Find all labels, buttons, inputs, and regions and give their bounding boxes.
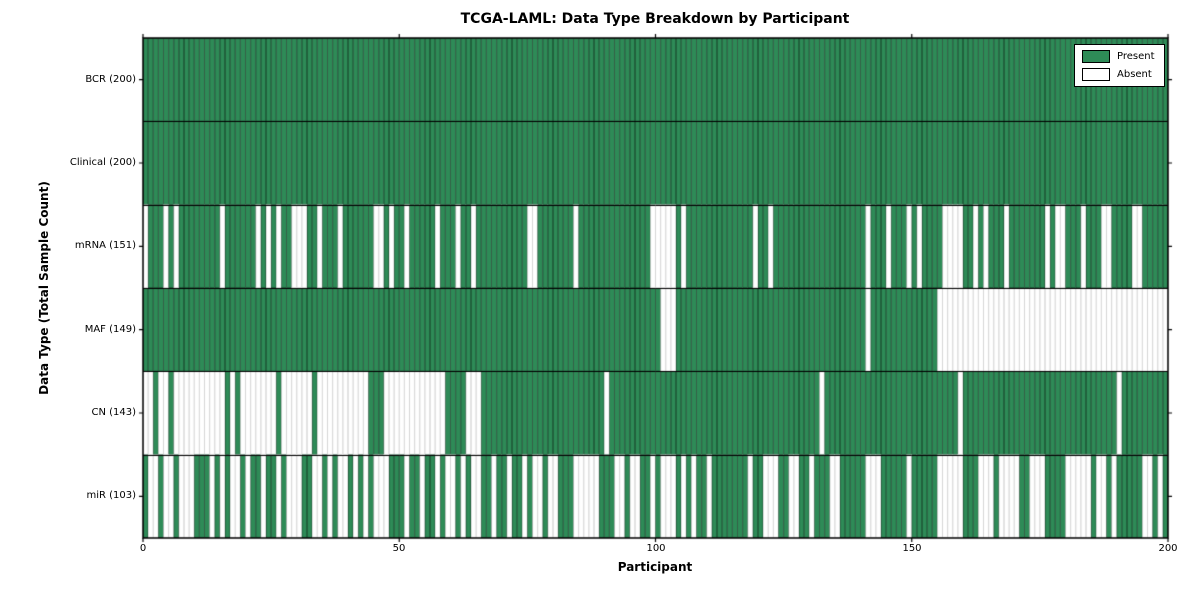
- x-axis-title: Participant: [617, 560, 693, 574]
- y-tick-label-mrna: mRNA (151): [74, 240, 136, 251]
- legend-entry-present: Present: [1082, 50, 1155, 63]
- present-swatch-icon: [1082, 50, 1110, 63]
- x-tick-label-200: 200: [1158, 543, 1178, 554]
- x-tick-label-150: 150: [902, 543, 922, 554]
- y-tick-label-maf: MAF (149): [84, 324, 136, 335]
- y-tick-label-clinical: Clinical (200): [69, 157, 136, 168]
- absent-swatch-icon: [1082, 68, 1110, 81]
- y-axis-title: Data Type (Total Sample Count): [37, 181, 51, 395]
- legend: Present Absent: [1074, 44, 1165, 87]
- y-tick-label-bcr: BCR (200): [85, 74, 136, 85]
- chart-title: TCGA-LAML: Data Type Breakdown by Partic…: [460, 11, 850, 27]
- x-tick-label-0: 0: [139, 543, 147, 554]
- x-tick-label-50: 50: [392, 543, 406, 554]
- legend-label-absent: Absent: [1117, 69, 1152, 80]
- y-tick-label-mir: miR (103): [86, 490, 136, 501]
- x-tick-label-100: 100: [646, 543, 666, 554]
- legend-entry-absent: Absent: [1082, 68, 1155, 81]
- y-tick-label-cn: CN (143): [91, 407, 136, 418]
- legend-label-present: Present: [1117, 51, 1155, 62]
